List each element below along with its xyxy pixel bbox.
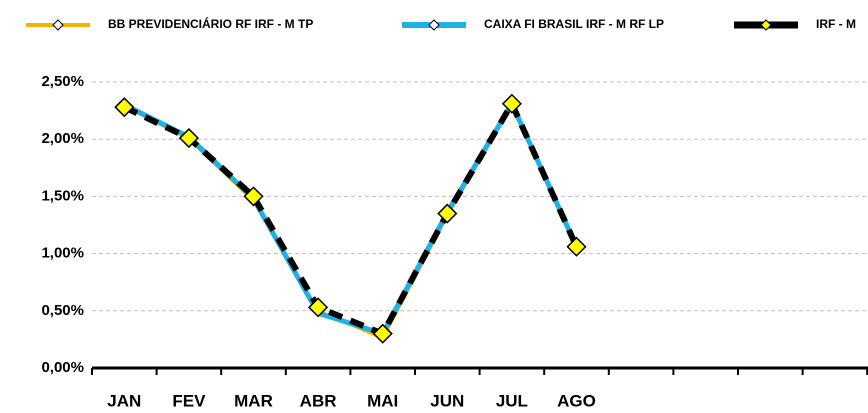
legend-marker	[428, 19, 440, 31]
marker	[437, 203, 458, 224]
y-tick-label: 2,00%	[41, 130, 84, 147]
marker	[243, 186, 264, 207]
x-tick-label: JUL	[496, 391, 528, 410]
y-tick-label: 0,00%	[41, 359, 84, 376]
x-tick-label: MAI	[367, 391, 398, 410]
y-tick-label: 1,00%	[41, 245, 84, 262]
series-line	[123, 100, 580, 337]
x-tick-label: AGO	[557, 391, 596, 410]
legend-marker	[52, 19, 64, 31]
marker	[308, 297, 329, 318]
x-tick-label: JUN	[430, 391, 464, 410]
x-tick-label: MAR	[234, 391, 273, 410]
marker	[501, 93, 522, 114]
marker	[372, 323, 393, 344]
legend-marker	[760, 19, 772, 31]
legend-label: IRF - M	[816, 17, 856, 31]
marker	[114, 97, 135, 118]
y-tick-label: 0,50%	[41, 302, 84, 319]
y-tick-label: 2,50%	[41, 73, 84, 90]
marker	[178, 127, 199, 149]
legend-label: BB PREVIDENCIÁRIO RF IRF - M TP	[108, 16, 313, 31]
y-tick-label: 1,50%	[41, 187, 84, 204]
marker	[566, 236, 587, 257]
x-tick-label: ABR	[300, 391, 337, 410]
legend-label: CAIXA FI BRASIL IRF - M RF LP	[484, 17, 664, 31]
x-tick-label: FEV	[172, 391, 206, 410]
x-tick-label: JAN	[107, 391, 141, 410]
